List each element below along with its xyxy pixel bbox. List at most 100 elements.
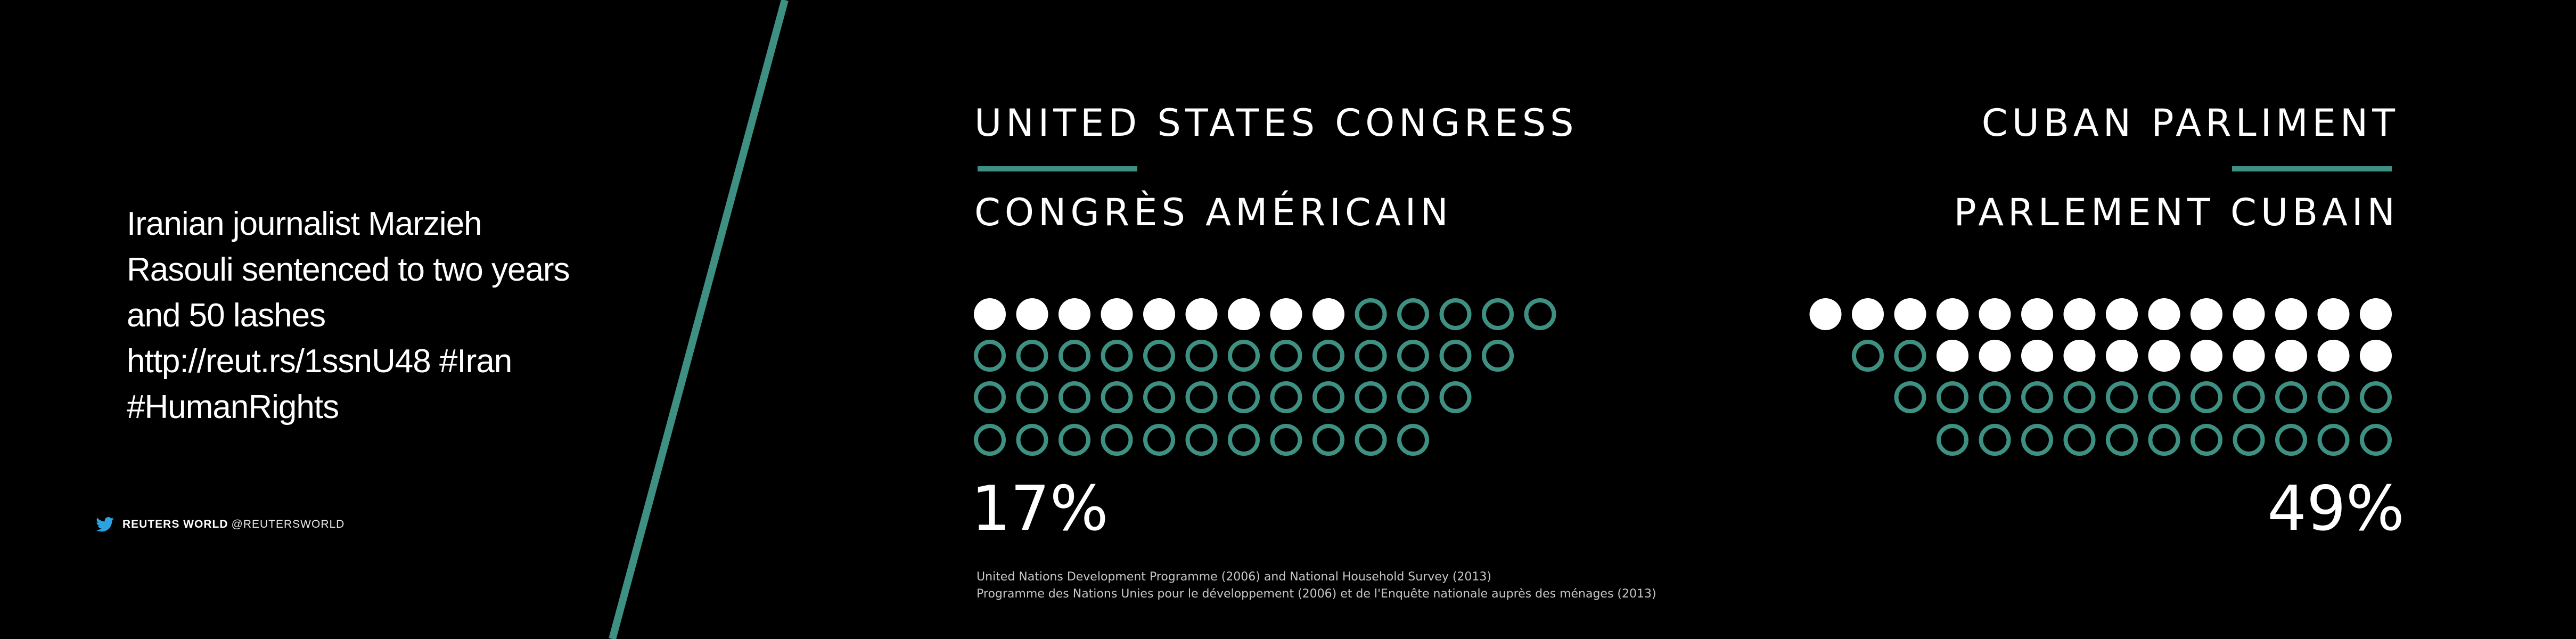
account-name: REUTERS WORLD (122, 518, 228, 530)
tweet-line: #HumanRights (127, 389, 339, 425)
cuban-parliament-filled-dot (2360, 340, 2392, 372)
cuban-parliament-empty-dot (2148, 381, 2180, 413)
cuban-parliament-filled-dot (2148, 298, 2180, 330)
tweet-line: Iranian journalist Marzieh (127, 206, 482, 242)
cuban-parliament-filled-dot (2191, 340, 2222, 372)
us-congress-filled-dot (1143, 298, 1175, 330)
cuban-parliament-empty-dot (2106, 424, 2138, 456)
cuban-parliament-title-fr: PARLEMENT CUBAIN (1954, 191, 2399, 234)
cuban-parliament-filled-dot (1852, 298, 1884, 330)
cuban-parliament-empty-dot (1937, 381, 1968, 413)
us-congress-empty-dot (1397, 298, 1429, 330)
us-congress-empty-dot (1228, 340, 1260, 372)
us-congress-empty-dot (1059, 340, 1090, 372)
us-congress-empty-dot (1270, 340, 1302, 372)
us-congress-empty-dot (1228, 424, 1260, 456)
us-congress-empty-dot (1312, 381, 1344, 413)
cuban-parliament-filled-dot (1937, 340, 1968, 372)
cuban-parliament-empty-dot (1979, 424, 2011, 456)
cuban-parliament-empty-dot (2021, 381, 2053, 413)
us-congress-empty-dot (1101, 340, 1133, 372)
us-congress-title-rule (978, 166, 1137, 171)
cuban-parliament-empty-dot (2021, 424, 2053, 456)
cuban-parliament-filled-dot (2275, 340, 2307, 372)
us-congress-empty-dot (1270, 381, 1302, 413)
cuban-parliament-filled-dot (2233, 298, 2265, 330)
us-congress-filled-dot (1059, 298, 1090, 330)
us-congress-empty-dot (1355, 298, 1387, 330)
cuban-parliament-empty-dot (2233, 424, 2265, 456)
us-congress-empty-dot (1143, 381, 1175, 413)
cuban-parliament-filled-dot (2191, 298, 2222, 330)
us-congress-empty-dot (1016, 424, 1048, 456)
us-congress-empty-dot (1355, 340, 1387, 372)
cuban-parliament-empty-dot (1852, 340, 1884, 372)
cuban-parliament-filled-dot (2317, 298, 2350, 330)
us-congress-empty-dot (1439, 381, 1472, 413)
account-handle: @REUTERSWORLD (231, 518, 345, 530)
us-congress-empty-dot (1185, 381, 1218, 413)
cuban-parliament-filled-dot (2275, 298, 2307, 330)
us-congress-filled-dot (1228, 298, 1260, 330)
source-line-fr: Programme des Nations Unies pour le déve… (977, 587, 1656, 601)
cuban-parliament-filled-dot (2360, 298, 2392, 330)
cuban-parliament-filled-dot (2233, 340, 2265, 372)
us-congress-filled-dot (1101, 298, 1133, 330)
cuban-parliament-empty-dot (2191, 424, 2222, 456)
twitter-bird-icon (96, 517, 114, 532)
cuban-parliament-empty-dot (2191, 381, 2222, 413)
us-congress-percent: 17% (971, 473, 1109, 545)
source-line-en: United Nations Development Programme (20… (977, 570, 1491, 584)
us-congress-empty-dot (1397, 340, 1429, 372)
cuban-parliament-empty-dot (2317, 424, 2350, 456)
us-congress-empty-dot (1059, 381, 1090, 413)
us-congress-filled-dot (1312, 298, 1344, 330)
cuban-parliament-empty-dot (2360, 424, 2392, 456)
tweet-line: Rasouli sentenced to two years (127, 251, 570, 288)
source-note: United Nations Development Programme (20… (977, 569, 1656, 603)
us-congress-filled-dot (1270, 298, 1302, 330)
us-congress-empty-dot (1185, 340, 1218, 372)
cuban-parliament-title-en: CUBAN PARLIMENT (1981, 101, 2399, 145)
cuban-parliament-empty-dot (2148, 424, 2180, 456)
us-congress-empty-dot (1482, 340, 1514, 372)
us-congress-empty-dot (1185, 424, 1218, 456)
cuban-parliament-filled-dot (2063, 340, 2096, 372)
cuban-parliament-empty-dot (1894, 381, 1926, 413)
us-congress-empty-dot (1101, 381, 1133, 413)
cuban-parliament-filled-dot (1937, 298, 1968, 330)
tweet-line: http://reut.rs/1ssnU48 #Iran (127, 343, 512, 380)
cuban-parliament-empty-dot (1894, 340, 1926, 372)
cuban-parliament-empty-dot (2275, 381, 2307, 413)
cuban-parliament-filled-dot (1894, 298, 1926, 330)
us-congress-empty-dot (1397, 424, 1429, 456)
cuban-parliament-filled-dot (2063, 298, 2096, 330)
us-congress-empty-dot (1059, 424, 1090, 456)
us-congress-empty-dot (1143, 340, 1175, 372)
cuban-parliament-title-rule (2232, 166, 2392, 171)
cuban-parliament-filled-dot (2021, 298, 2053, 330)
us-congress-empty-dot (1439, 298, 1472, 330)
cuban-parliament-empty-dot (2063, 424, 2096, 456)
cuban-parliament-empty-dot (2317, 381, 2350, 413)
cuban-parliament-filled-dot (2106, 298, 2138, 330)
cuban-parliament-percent: 49% (2267, 473, 2405, 545)
cuban-parliament-empty-dot (2233, 381, 2265, 413)
us-congress-empty-dot (1270, 424, 1302, 456)
cuban-parliament-empty-dot (2063, 381, 2096, 413)
us-congress-empty-dot (1439, 340, 1472, 372)
us-congress-title-fr: CONGRÈS AMÉRICAIN (974, 191, 1453, 234)
cuban-parliament-filled-dot (2148, 340, 2180, 372)
us-congress-filled-dot (1185, 298, 1218, 330)
us-congress-empty-dot (1228, 381, 1260, 413)
cuban-parliament-filled-dot (2021, 340, 2053, 372)
cuban-parliament-filled-dot (1979, 340, 2011, 372)
us-congress-empty-dot (974, 381, 1006, 413)
us-congress-empty-dot (1016, 340, 1048, 372)
twitter-attribution[interactable]: REUTERS WORLD @REUTERSWORLD (96, 517, 344, 532)
cuban-parliament-filled-dot (1809, 298, 1842, 330)
us-congress-empty-dot (1312, 340, 1344, 372)
us-congress-filled-dot (1016, 298, 1048, 330)
us-congress-empty-dot (1101, 424, 1133, 456)
